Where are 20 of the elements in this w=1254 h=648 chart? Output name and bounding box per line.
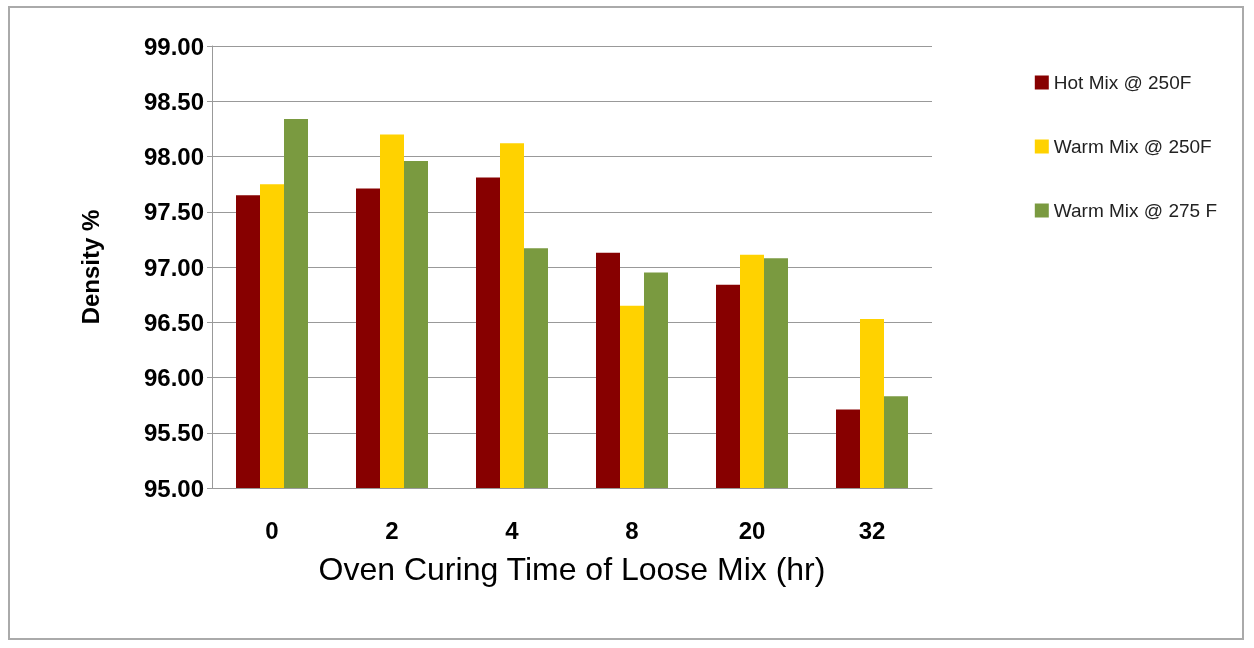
legend-label: Hot Mix @ 250F [1053, 72, 1192, 93]
legend-label: Warm Mix @ 250F [1053, 136, 1212, 157]
y-tick-label: 97.50 [143, 198, 204, 226]
y-tick-label: 97.00 [143, 253, 204, 281]
y-tick-label: 95.00 [143, 474, 204, 502]
y-tick-label: 96.00 [143, 364, 204, 391]
legend-label: Warm Mix @ 275 F [1053, 200, 1218, 221]
y-tick-label: 96.50 [143, 308, 204, 336]
x-tick-label: 32 [858, 516, 886, 544]
x-axis-title: Oven Curing Time of Loose Mix (hr) [318, 551, 826, 587]
x-tick-label: 4 [505, 516, 520, 544]
y-tick-label: 99.00 [143, 32, 204, 60]
x-tick-label: 2 [385, 516, 399, 544]
y-tick-label: 98.50 [143, 87, 204, 115]
y-axis-title: Density % [76, 209, 104, 325]
y-tick-label: 95.50 [143, 419, 204, 447]
y-tick-label: 98.00 [143, 143, 204, 170]
x-tick-label: 20 [738, 516, 766, 544]
x-tick-label: 0 [265, 516, 279, 544]
x-tick-label: 8 [625, 516, 639, 544]
